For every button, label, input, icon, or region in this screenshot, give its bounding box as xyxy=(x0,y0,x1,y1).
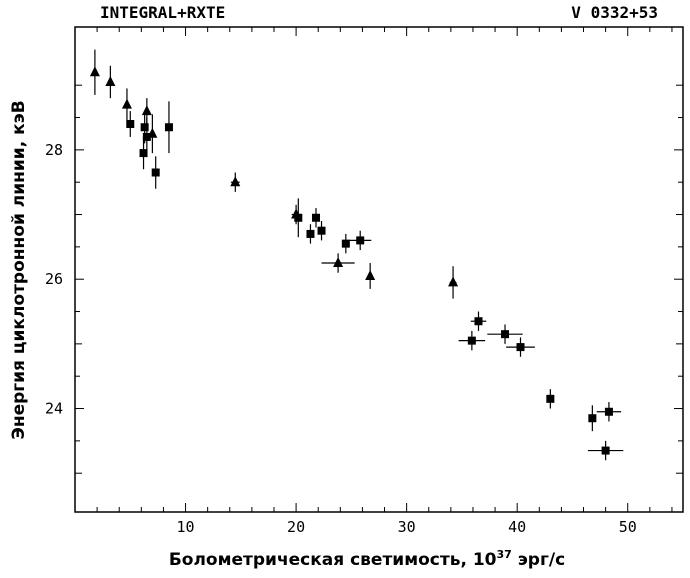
square-point xyxy=(596,402,622,422)
square-marker xyxy=(467,336,476,345)
square-marker xyxy=(294,213,303,222)
square-marker xyxy=(317,226,326,235)
square-point xyxy=(487,324,523,344)
square-point xyxy=(139,136,148,170)
square-marker xyxy=(126,120,135,128)
triangle-marker xyxy=(333,257,344,268)
square-marker xyxy=(604,407,613,416)
triangle-marker xyxy=(141,105,152,116)
x-axis-label: Болометрическая светимость, 1037 эрг/с xyxy=(169,548,565,570)
axis-ticks xyxy=(75,27,683,512)
axis-tick-labels: 10 20 30 40 50 24 26 28 xyxy=(45,141,637,536)
triangle-marker xyxy=(121,98,132,109)
square-point xyxy=(294,198,303,238)
square-point xyxy=(587,440,624,461)
square-point xyxy=(306,224,315,244)
triangle-point xyxy=(365,263,376,289)
square-marker xyxy=(474,317,483,326)
square-marker xyxy=(139,149,148,158)
square-marker xyxy=(501,330,510,339)
triangle-point xyxy=(321,253,355,273)
square-point xyxy=(546,389,555,409)
square-marker xyxy=(588,414,597,423)
square-point xyxy=(317,221,326,241)
square-point xyxy=(151,156,160,189)
square-marker xyxy=(140,123,149,132)
triangle-marker xyxy=(230,176,241,187)
square-marker xyxy=(311,213,320,222)
data-marks xyxy=(89,49,624,461)
square-marker xyxy=(142,132,151,141)
x-tick-label: 20 xyxy=(287,518,305,536)
square-point xyxy=(588,405,597,432)
triangle-point xyxy=(448,266,459,299)
square-marker xyxy=(516,343,525,352)
chart-title-left: INTEGRAL+RXTE xyxy=(100,3,225,22)
square-marker xyxy=(151,168,160,177)
x-tick-label: 10 xyxy=(177,518,195,536)
y-tick-label: 28 xyxy=(45,141,63,159)
y-tick-label: 26 xyxy=(45,270,63,288)
x-tick-label: 50 xyxy=(619,518,637,536)
square-point xyxy=(341,233,350,254)
triangle-marker xyxy=(365,269,376,280)
plot-frame xyxy=(74,26,684,513)
x-axis-label-sup: 37 xyxy=(497,548,512,561)
square-point xyxy=(458,330,486,351)
triangle-point xyxy=(121,88,132,121)
triangle-point xyxy=(230,172,241,192)
square-point xyxy=(164,101,173,154)
x-axis-label-unit: эрг/с xyxy=(512,550,565,570)
x-axis-label-main: Болометрическая светимость, 10 xyxy=(169,550,497,570)
triangle-marker xyxy=(105,75,116,86)
square-marker xyxy=(601,446,610,455)
square-point xyxy=(506,337,535,357)
triangle-point xyxy=(89,49,100,95)
square-point xyxy=(349,230,372,251)
square-point xyxy=(470,311,487,331)
y-tick-label: 24 xyxy=(45,400,63,418)
square-point xyxy=(311,208,320,228)
triangle-point xyxy=(105,65,116,99)
triangle-marker xyxy=(448,276,459,287)
square-marker xyxy=(164,123,173,132)
triangle-marker xyxy=(89,66,100,77)
square-point xyxy=(126,111,135,137)
square-marker xyxy=(356,236,365,245)
chart-title-right: V 0332+53 xyxy=(571,3,658,22)
square-marker xyxy=(546,394,555,403)
x-tick-label: 30 xyxy=(398,518,416,536)
square-marker xyxy=(306,229,315,238)
square-marker xyxy=(341,239,350,248)
x-tick-label: 40 xyxy=(508,518,526,536)
y-axis-label: Энергия циклотронной линии, кэВ xyxy=(9,100,29,439)
